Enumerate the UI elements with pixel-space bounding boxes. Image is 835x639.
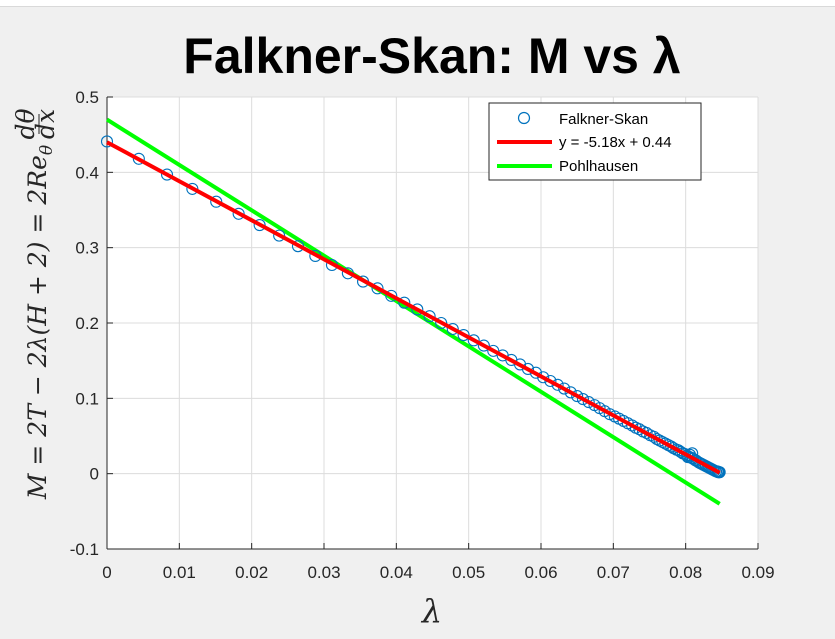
x-tick-label: 0.06 xyxy=(524,563,557,582)
y-tick-label: -0.1 xyxy=(70,540,99,559)
y-tick-label: 0.2 xyxy=(75,314,99,333)
data-point xyxy=(571,390,584,403)
legend-label-pohlhausen: Pohlhausen xyxy=(559,158,638,175)
data-point xyxy=(371,282,384,295)
data-point xyxy=(521,362,535,376)
x-tick-label: 0.02 xyxy=(235,563,268,582)
legend-label-falkner-skan: Falkner-Skan xyxy=(559,111,648,128)
x-tick-label: 0.07 xyxy=(597,563,630,582)
x-tick-label: 0 xyxy=(102,563,111,582)
data-point xyxy=(713,466,726,479)
data-point xyxy=(477,339,490,352)
data-point xyxy=(537,371,550,384)
window-top-strip xyxy=(0,0,835,7)
data-point xyxy=(186,182,199,195)
data-point xyxy=(385,289,398,302)
x-tick-labels: 0 0.01 0.02 0.03 0.04 0.05 0.06 0.07 0.08 0.09 xyxy=(102,563,774,582)
data-point xyxy=(132,152,145,165)
y-axis-label-fraction-denominator: dx xyxy=(31,109,60,139)
data-point xyxy=(633,423,646,436)
data-point xyxy=(398,296,411,309)
series-line-2 xyxy=(105,117,721,506)
data-point xyxy=(253,219,266,232)
y-tick-label: 0.4 xyxy=(75,163,99,182)
legend-marker-falkner-skan xyxy=(517,111,531,125)
y-tick-label: 0.3 xyxy=(75,239,99,258)
data-point xyxy=(640,426,653,440)
data-point xyxy=(467,334,480,347)
y-axis-label: M = 2T − 2λ(H + 2) = 2Reθ dθ dx xyxy=(11,108,60,500)
data-point xyxy=(411,303,424,316)
data-point xyxy=(576,393,590,406)
data-point xyxy=(273,229,286,242)
x-tick-label: 0.05 xyxy=(452,563,485,582)
axes xyxy=(106,96,759,550)
data-point xyxy=(626,419,639,432)
x-tick-label: 0.01 xyxy=(163,563,196,582)
data-point xyxy=(100,135,114,148)
series-lines xyxy=(105,117,721,506)
data-point xyxy=(435,316,448,330)
data-point xyxy=(582,396,595,409)
x-tick-label: 0.04 xyxy=(380,563,413,582)
x-tick-label: 0.03 xyxy=(307,563,340,582)
y-tick-labels: -0.1 0 0.1 0.2 0.3 0.4 0.5 xyxy=(70,88,99,559)
y-axis-label-subscript: θ xyxy=(37,145,57,155)
data-point xyxy=(564,386,577,399)
data-point xyxy=(551,378,564,391)
data-point xyxy=(423,310,436,323)
y-tick-label: 0 xyxy=(90,465,99,484)
chart-title: Falkner-Skan: M vs λ xyxy=(183,28,681,84)
data-point xyxy=(210,195,223,208)
y-axis-label-fraction-numerator: dθ xyxy=(11,108,40,139)
y-axis-label-main: M = 2T − 2λ(H + 2) = 2Re xyxy=(23,155,52,500)
y-tick-label: 0.1 xyxy=(75,389,99,408)
x-tick-label: 0.08 xyxy=(669,563,702,582)
data-point xyxy=(232,207,245,220)
legend-label-fit: y = -5.18x + 0.44 xyxy=(559,134,672,151)
svg-text:M = 2T − 2λ(H + 2) = 2Reθ: M = 2T − 2λ(H + 2) = 2Reθ xyxy=(23,145,57,500)
x-axis-label: λ xyxy=(420,592,442,630)
series-line-1 xyxy=(106,140,721,475)
data-point xyxy=(558,382,571,395)
data-point xyxy=(160,168,174,181)
data-point xyxy=(457,329,470,342)
data-point xyxy=(446,322,459,336)
y-tick-label: 0.5 xyxy=(75,88,99,107)
data-point xyxy=(544,374,557,388)
legend: Falkner-Skan y = -5.18x + 0.44 Pohlhause… xyxy=(488,102,702,181)
x-tick-label: 0.09 xyxy=(741,563,774,582)
